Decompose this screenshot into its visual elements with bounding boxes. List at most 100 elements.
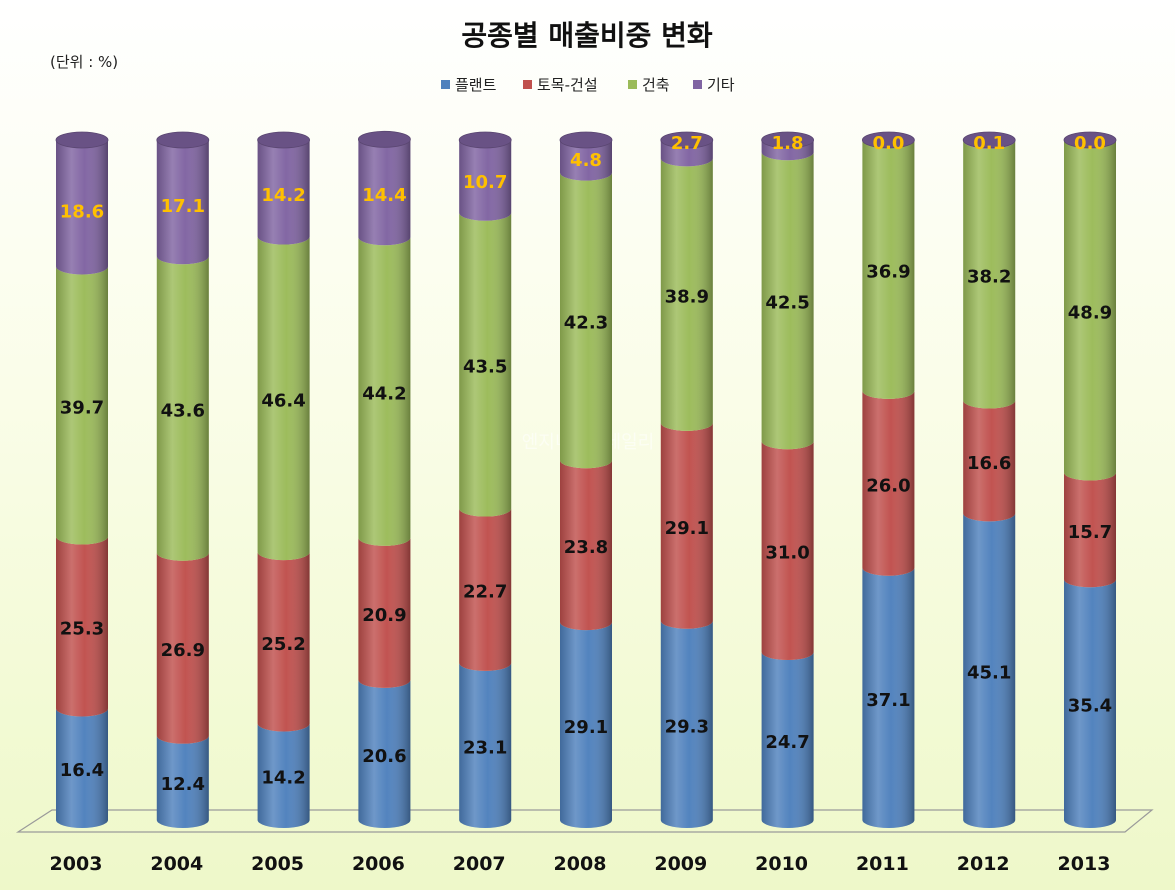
data-label: 10.7 bbox=[463, 172, 507, 193]
bar-segment-shading bbox=[459, 212, 512, 517]
bar-stack: 14.2 25.2 46.4 14.2 bbox=[257, 131, 311, 828]
bar-cap bbox=[458, 131, 512, 149]
data-label: 16.4 bbox=[60, 760, 104, 781]
data-label: 1.8 bbox=[772, 133, 804, 154]
data-label: 39.7 bbox=[60, 397, 104, 418]
legend-label: 기타 bbox=[707, 76, 735, 94]
bar-segment-shading bbox=[156, 256, 209, 561]
data-label: 0.1 bbox=[973, 133, 1005, 154]
bar-segment-shading bbox=[156, 735, 209, 828]
legend-swatch bbox=[693, 80, 702, 89]
data-label: 25.3 bbox=[60, 618, 104, 639]
bar-segment-shading bbox=[761, 152, 814, 450]
data-label: 35.4 bbox=[1068, 696, 1112, 717]
x-tick-label: 2004 bbox=[150, 853, 203, 875]
x-tick-label: 2013 bbox=[1058, 853, 1111, 875]
bar-segment-shading bbox=[257, 552, 310, 732]
bar-segment-shading bbox=[660, 422, 713, 629]
bar-segment-shading bbox=[660, 140, 713, 167]
bar-segment-shading bbox=[761, 652, 814, 828]
data-label: 31.0 bbox=[765, 543, 809, 564]
bar-segment-shading bbox=[963, 513, 1016, 828]
bar-segment-shading bbox=[560, 622, 612, 828]
bars: 16.4 25.3 39.7 18.6 2003 12.4 26.9 43.6 17.1 2004… bbox=[50, 130, 1117, 875]
data-label: 14.4 bbox=[362, 185, 406, 206]
bar-cap bbox=[156, 131, 210, 149]
bar-cap bbox=[761, 131, 814, 149]
x-tick-label: 2003 bbox=[50, 853, 103, 875]
bar-segment-shading bbox=[459, 508, 512, 671]
data-label: 25.2 bbox=[261, 634, 305, 655]
bar-segment-shading bbox=[1064, 579, 1116, 828]
unit-label: (단위 : %) bbox=[50, 53, 118, 71]
data-label: 23.1 bbox=[463, 737, 507, 758]
bar-cap bbox=[55, 131, 109, 149]
bar-segment-shading bbox=[761, 140, 814, 161]
bar-segment-shading bbox=[156, 552, 209, 744]
bar-cap bbox=[660, 131, 714, 149]
data-label: 16.6 bbox=[967, 453, 1011, 474]
bar-segment-shading bbox=[459, 662, 512, 828]
x-tick-label: 2007 bbox=[453, 853, 506, 875]
chart-legend: 플랜트 토목-건설 건축 기타 bbox=[441, 76, 735, 94]
bar-stack: 29.3 29.1 38.9 2.7 bbox=[660, 131, 714, 828]
bar-stack: 16.4 25.3 39.7 18.6 bbox=[55, 131, 109, 828]
x-tick-label: 2012 bbox=[957, 853, 1010, 875]
bar-segment-shading bbox=[862, 390, 915, 576]
data-label: 12.4 bbox=[161, 774, 205, 795]
bar-segment-shading bbox=[156, 140, 209, 265]
legend-swatch bbox=[441, 80, 450, 89]
bar-segment-shading bbox=[56, 708, 108, 828]
data-label: 14.2 bbox=[261, 185, 305, 206]
bar-segment-shading bbox=[56, 536, 108, 717]
data-label: 24.7 bbox=[765, 732, 809, 753]
bar-segment-shading bbox=[56, 140, 108, 275]
bar-cap bbox=[257, 131, 311, 149]
bar-stack: 23.1 22.7 43.5 10.7 bbox=[458, 131, 512, 828]
bar-cap bbox=[559, 131, 613, 149]
x-tick-label: 2010 bbox=[755, 853, 808, 875]
data-label: 0.0 bbox=[1074, 133, 1106, 154]
data-label: 38.2 bbox=[967, 267, 1011, 288]
chart-title: 공종별 매출비중 변화 bbox=[461, 19, 713, 52]
data-label: 2.7 bbox=[671, 133, 703, 154]
bar-segment-shading bbox=[459, 140, 512, 221]
bar-segment-shading bbox=[358, 679, 411, 828]
bar-stack: 20.6 20.9 44.2 14.4 bbox=[357, 130, 411, 828]
bar-stack: 35.4 15.7 48.9 0.0 bbox=[1063, 131, 1117, 828]
data-label: 36.9 bbox=[866, 261, 910, 282]
data-label: 44.2 bbox=[362, 384, 406, 405]
legend-swatch bbox=[523, 80, 532, 89]
bar-segment-shading bbox=[560, 460, 612, 631]
bar-segment-shading bbox=[862, 140, 915, 399]
bar-segment-shading bbox=[358, 237, 411, 546]
bar-cap bbox=[962, 131, 1016, 149]
bar-segment-shading bbox=[257, 723, 310, 828]
bar-segment-shading bbox=[358, 537, 411, 688]
data-label: 14.2 bbox=[261, 768, 305, 789]
data-label: 37.1 bbox=[866, 690, 910, 711]
bar-cap bbox=[357, 130, 411, 148]
bar-cap bbox=[1063, 131, 1117, 149]
data-label: 18.6 bbox=[60, 202, 104, 223]
x-tick-label: 2008 bbox=[554, 853, 607, 875]
data-label: 29.3 bbox=[665, 716, 709, 737]
data-label: 42.5 bbox=[765, 293, 809, 314]
data-label: 22.7 bbox=[463, 582, 507, 603]
data-label: 4.8 bbox=[570, 150, 602, 171]
bar-segment-shading bbox=[862, 567, 915, 828]
data-label: 43.5 bbox=[463, 357, 507, 378]
data-label: 38.9 bbox=[665, 287, 709, 308]
data-label: 42.3 bbox=[564, 312, 608, 333]
bar-segment-shading bbox=[560, 140, 612, 181]
bar-stack: 45.1 16.6 38.2 0.1 bbox=[962, 131, 1016, 828]
legend-swatch bbox=[628, 80, 637, 89]
x-tick-label: 2005 bbox=[251, 853, 304, 875]
bar-segment-shading bbox=[761, 441, 814, 661]
data-label: 46.4 bbox=[261, 390, 305, 411]
data-label: 26.9 bbox=[161, 640, 205, 661]
data-label: 45.1 bbox=[967, 663, 1011, 684]
bar-stack: 37.1 26.0 36.9 0.0 bbox=[862, 131, 915, 828]
data-label: 29.1 bbox=[564, 717, 608, 738]
